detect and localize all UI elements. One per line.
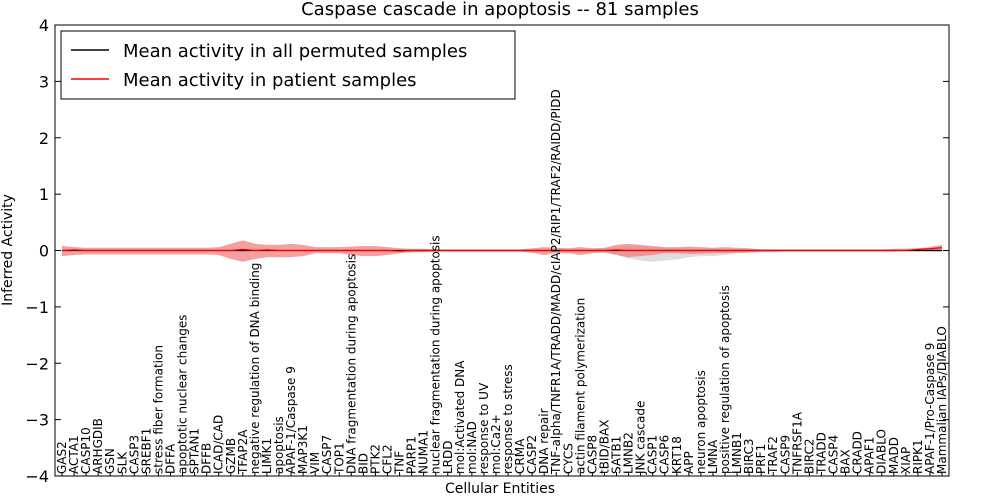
x-tick-label: TNF-alpha/TNFR1A/TRADD/MADD/cIAP2/RIP1/T… [549,89,563,475]
legend-label-permuted: Mean activity in all permuted samples [123,41,467,62]
x-tick-label: PTK2 [368,444,382,474]
x-tick-label: CASP1 [646,435,660,474]
x-tick-label: mol:Activated DNA [453,360,467,474]
x-tick-label: KRT18 [670,436,684,474]
legend: Mean activity in all permuted samples Me… [60,30,516,100]
x-tick-label: LRDD [441,440,455,474]
x-tick-label: DFFA [164,443,178,474]
x-tick-label: nuclear fragmentation during apoptosis [429,235,443,474]
x-tick-labels: GAS2ACTA1CASP10ARHGDIBGSNSLKCASP3SREBF1s… [55,89,949,476]
x-tick-label: response to stress [501,364,515,474]
x-tick-label: tBID/BAX [598,420,612,474]
y-tick-label: 1 [39,185,49,204]
x-tick-label: neuron apoptosis [694,370,708,474]
x-tick-label: BIRC2 [802,438,816,474]
x-tick-label: LMNB1 [730,432,744,474]
x-tick-label: CFL2 [381,444,395,474]
x-tick-label: actin filament polymerization [573,298,587,474]
x-tick-label: CASP7 [320,435,334,474]
x-tick-label: stress fiber formation [151,345,165,474]
y-tick-label: −1 [25,298,49,317]
x-axis-label: Cellular Entities [445,481,555,497]
x-tick-label: RIPK1 [911,439,925,474]
x-tick-label: SLK [115,451,129,474]
x-tick-label: GZMB [224,438,238,474]
y-tick-label: −2 [25,354,49,373]
x-tick-label: ICAD/CAD [212,415,226,474]
x-tick-label: APAF1 [863,437,877,474]
x-tick-label: GAS2 [55,441,69,474]
y-axis-label: Inferred Activity [0,194,16,306]
x-tick-label: negative regulation of DNA binding [248,263,262,474]
x-tick-label: CYCS [561,443,575,474]
x-tick-label: Mammalian IAPs/DIABLO [935,326,949,474]
x-tick-label: BIRC3 [742,438,756,474]
x-tick-label: BID [356,453,370,474]
x-tick-label: ARHGDIB [91,418,105,474]
x-tick-label: DFFB [200,443,214,474]
legend-label-patient: Mean activity in patient samples [123,70,417,91]
x-tick-label: mol:NAD [465,421,479,474]
x-tick-label: CASP4 [827,435,841,474]
x-tick-label: NUMA1 [417,430,431,474]
y-tick-label: 4 [39,16,49,35]
x-tick-label: APP [682,451,696,474]
x-tick-label: MAP3K1 [296,425,310,474]
x-tick-label: TNF [393,451,407,475]
x-tick-label: CASP2 [525,435,539,474]
x-tick-label: CRADD [851,431,865,474]
x-tick-label: CASP9 [778,435,792,474]
x-tick-label: GSN [103,448,117,474]
series-lines [61,247,943,252]
y-tick-label: 2 [39,129,49,148]
y-axis: −4 −3 −2 −1 0 1 2 3 4 [25,16,949,486]
x-tick-label: CASP6 [658,435,672,474]
x-tick-label: VIM [308,452,322,474]
x-tick-label: JNK cascade [634,401,648,475]
y-tick-label: 3 [39,72,49,91]
x-tick-label: TRAF2 [766,436,780,475]
x-tick-label: LIMK1 [260,438,274,474]
x-tick-label: TRADD [815,432,829,475]
x-tick-label: DNA fragmentation during apoptosis [344,254,358,474]
y-tick-label: −3 [25,411,49,430]
x-tick-label: APAF-1/Caspase 9 [284,366,298,474]
x-tick-label: XIAP [899,447,913,474]
x-tick-label: CASP10 [79,427,93,474]
x-tick-label: TOP1 [332,442,346,475]
x-tick-label: SREBF1 [139,428,153,474]
x-tick-label: apoptotic nuclear changes [176,315,190,474]
x-tick-label: PRF1 [754,444,768,474]
x-tick-label: LMNB2 [622,432,636,474]
y-tick-label: −4 [25,467,49,486]
x-tick-label: APAF-1/Pro-Caspase 9 [923,343,937,474]
chart-title: Caspase cascade in apoptosis -- 81 sampl… [301,0,699,20]
x-tick-label: CRMA [513,438,527,474]
x-tick-label: apoptosis [272,416,286,474]
x-tick-label: PARP1 [405,436,419,474]
x-tick-label: LMNA [706,439,720,474]
x-tick-label: ACTA1 [67,435,81,474]
x-tick-label: response to UV [477,382,491,474]
x-tick-label: SPTAN1 [188,428,202,474]
x-tick-label: CASP8 [585,435,599,474]
legend-box [60,30,516,100]
x-tick-label: BAX [839,449,853,474]
x-tick-label: DIABLO [875,429,889,474]
x-tick-label: DNA repair [537,408,551,474]
x-tick-label: MADD [887,437,901,474]
x-tick-label: TNFRSF1A [790,411,804,475]
line-patient [61,247,943,252]
x-tick-label: positive regulation of apoptosis [718,285,732,474]
x-tick-label: CASP3 [127,435,141,474]
y-tick-label: 0 [39,242,49,261]
plot-frame [54,24,950,477]
x-tick-label: TFAP2A [236,429,250,475]
x-tick-label: SATB1 [610,436,624,474]
x-tick-label: mol:Ca2+ [489,414,503,474]
